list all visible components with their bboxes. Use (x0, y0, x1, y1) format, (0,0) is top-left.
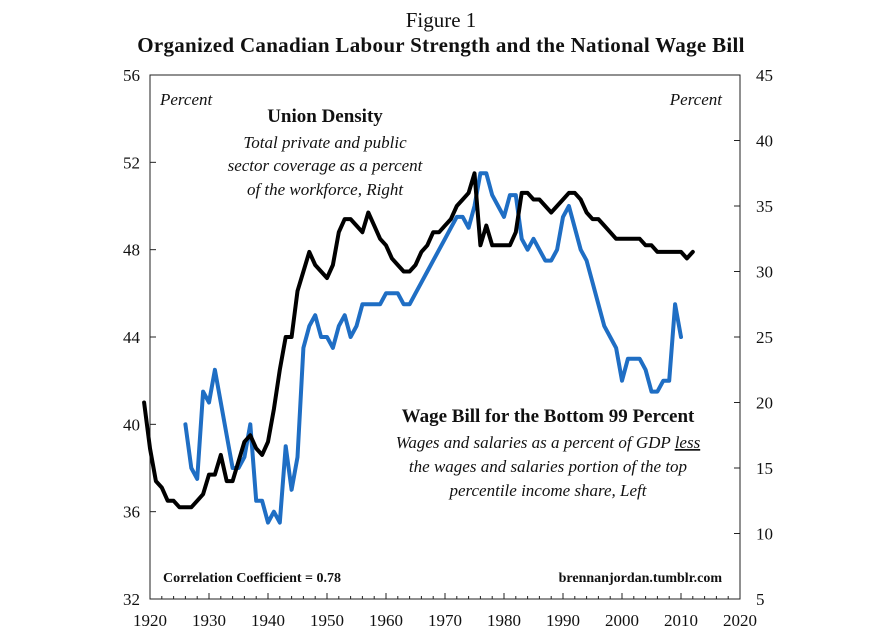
wage-bill-desc-line-1: Wages and salaries as a percent of GDP l… (396, 433, 701, 452)
source-label: brennanjordan.tumblr.com (559, 571, 723, 586)
right-y-tick-label: 40 (756, 132, 773, 151)
right-y-tick-label: 15 (756, 459, 773, 478)
union-density-line (142, 171, 695, 510)
left-axis-unit: Percent (159, 90, 214, 109)
left-y-tick-label: 52 (123, 153, 140, 172)
wage-bill-line (183, 171, 683, 525)
right-y-tick-label: 30 (756, 263, 773, 282)
x-tick-label: 1920 (133, 611, 167, 630)
right-y-tick-label: 20 (756, 394, 773, 413)
union-density-title: Union Density (267, 106, 383, 127)
x-tick-label: 2010 (664, 611, 698, 630)
union-density-desc-line-3: of the workforce, Right (247, 180, 404, 199)
left-y-tick-label: 44 (123, 328, 141, 347)
left-y-tick-label: 40 (123, 415, 140, 434)
x-tick-label: 1930 (192, 611, 226, 630)
x-tick-label: 2000 (605, 611, 639, 630)
union-density-desc-line-1: Total private and public (243, 133, 407, 152)
right-y-tick-label: 10 (756, 525, 773, 544)
right-y-tick-label: 35 (756, 197, 773, 216)
right-axis-unit: Percent (669, 90, 724, 109)
chart-title: Organized Canadian Labour Strength and t… (137, 33, 745, 57)
right-y-tick-label: 5 (756, 590, 765, 609)
x-tick-label: 1970 (428, 611, 462, 630)
x-tick-label: 1960 (369, 611, 403, 630)
x-tick-label: 1980 (487, 611, 521, 630)
x-tick-label: 2020 (723, 611, 757, 630)
left-y-tick-label: 32 (123, 590, 140, 609)
left-y-tick-label: 56 (123, 66, 140, 85)
x-tick-label: 1990 (546, 611, 580, 630)
correlation-label: Correlation Coefficient = 0.78 (163, 571, 341, 586)
left-y-tick-label: 36 (123, 503, 140, 522)
x-tick-label: 1940 (251, 611, 285, 630)
x-tick-label: 1950 (310, 611, 344, 630)
plot-frame (149, 74, 741, 600)
left-y-tick-label: 48 (123, 241, 140, 260)
figure-label: Figure 1 (405, 8, 477, 32)
wage-bill-title: Wage Bill for the Bottom 99 Percent (402, 406, 695, 427)
wage-bill-desc-line-2: the wages and salaries portion of the to… (409, 457, 687, 476)
wage-bill-desc-line-3: percentile income share, Left (448, 481, 647, 500)
union-density-desc-line-2: sector coverage as a percent (228, 156, 424, 175)
right-y-tick-label: 45 (756, 66, 773, 85)
right-y-tick-label: 25 (756, 328, 773, 347)
